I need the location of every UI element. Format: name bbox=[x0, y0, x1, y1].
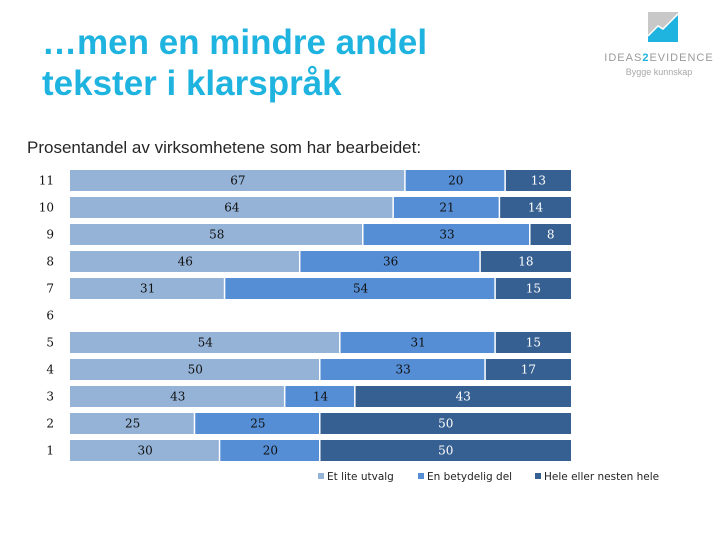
category-label: 6 bbox=[46, 309, 54, 323]
category-label: 5 bbox=[46, 336, 54, 350]
data-label: 15 bbox=[526, 282, 541, 296]
data-label: 67 bbox=[230, 174, 245, 188]
category-label: 4 bbox=[46, 363, 54, 377]
category-label: 2 bbox=[46, 417, 54, 431]
bar-segment-3 bbox=[320, 440, 571, 461]
bar-segment-3 bbox=[480, 251, 571, 272]
bar-segment-2 bbox=[285, 386, 355, 407]
bar-segment-2 bbox=[320, 359, 485, 380]
bar-segment-1 bbox=[70, 170, 405, 191]
bar-segment-2 bbox=[405, 170, 505, 191]
data-label: 64 bbox=[224, 201, 240, 215]
data-label: 13 bbox=[531, 174, 546, 188]
data-label: 20 bbox=[448, 174, 463, 188]
legend-item-3: Hele eller nesten hele bbox=[535, 471, 659, 483]
bar-segment-3 bbox=[485, 359, 571, 380]
data-label: 33 bbox=[396, 363, 411, 377]
data-label: 25 bbox=[125, 417, 140, 431]
data-label: 20 bbox=[263, 444, 278, 458]
bar-segment-3 bbox=[495, 278, 571, 299]
data-label: 50 bbox=[188, 363, 203, 377]
bar-segment-1 bbox=[70, 224, 363, 245]
bar-segment-3 bbox=[495, 332, 571, 353]
logo-name: IDEAS2EVIDENCE bbox=[604, 52, 714, 64]
page-title: …men en mindre andel tekster i klarspråk bbox=[42, 22, 427, 104]
category-label: 11 bbox=[39, 174, 54, 188]
rising-chart-square-icon bbox=[648, 12, 678, 42]
data-label: 30 bbox=[138, 444, 153, 458]
bar-segment-2 bbox=[363, 224, 530, 245]
data-label: 43 bbox=[170, 390, 185, 404]
bar-segment-2 bbox=[195, 413, 319, 434]
data-label: 31 bbox=[411, 336, 426, 350]
data-label: 14 bbox=[528, 201, 544, 215]
legend-label: Hele eller nesten hele bbox=[544, 471, 659, 483]
data-label: 17 bbox=[521, 363, 536, 377]
chart-subtitle: Prosentandel av virksomhetene som har be… bbox=[27, 138, 422, 157]
legend-label: Et lite utvalg bbox=[327, 471, 394, 483]
bar-segment-1 bbox=[70, 413, 194, 434]
legend-swatch bbox=[535, 473, 541, 479]
data-label: 50 bbox=[438, 444, 453, 458]
logo-tagline: Bygge kunnskap bbox=[625, 67, 693, 77]
category-label: 1 bbox=[46, 444, 54, 458]
bar-segment-2 bbox=[300, 251, 480, 272]
data-label: 54 bbox=[353, 282, 369, 296]
title-line-2: tekster i klarspråk bbox=[42, 64, 342, 103]
data-label: 21 bbox=[439, 201, 454, 215]
data-label: 36 bbox=[383, 255, 398, 269]
legend-item-2: En betydelig del bbox=[418, 471, 512, 483]
bar-segment-2 bbox=[225, 278, 495, 299]
legend-swatch bbox=[418, 473, 424, 479]
category-label: 3 bbox=[46, 390, 54, 404]
bar-segment-1 bbox=[70, 251, 299, 272]
data-label: 54 bbox=[198, 336, 214, 350]
bar-segment-3 bbox=[320, 413, 571, 434]
category-label: 7 bbox=[46, 282, 54, 296]
bar-segment-1 bbox=[70, 197, 393, 218]
bar-segment-3 bbox=[505, 170, 571, 191]
title-line-1: …men en mindre andel bbox=[42, 23, 428, 62]
ideas2evidence-logo: IDEAS2EVIDENCE Bygge kunnskap bbox=[602, 8, 716, 80]
category-label: 8 bbox=[46, 255, 54, 269]
data-label: 14 bbox=[313, 390, 329, 404]
data-label: 58 bbox=[209, 228, 224, 242]
category-label: 9 bbox=[46, 228, 54, 242]
bar-segment-1 bbox=[70, 278, 224, 299]
bar-segment-3 bbox=[355, 386, 571, 407]
data-label: 46 bbox=[178, 255, 193, 269]
legend-swatch bbox=[318, 473, 324, 479]
legend-item-1: Et lite utvalg bbox=[318, 471, 394, 483]
data-label: 31 bbox=[140, 282, 155, 296]
data-label: 25 bbox=[250, 417, 265, 431]
legend-label: En betydelig del bbox=[427, 471, 512, 483]
bar-segment-1 bbox=[70, 440, 219, 461]
bar-segment-3 bbox=[500, 197, 571, 218]
data-label: 50 bbox=[438, 417, 453, 431]
bar-segment-1 bbox=[70, 386, 284, 407]
bar-segment-2 bbox=[340, 332, 495, 353]
bar-segment-3 bbox=[530, 224, 571, 245]
bar-segment-2 bbox=[220, 440, 319, 461]
data-label: 8 bbox=[547, 228, 555, 242]
data-label: 43 bbox=[456, 390, 471, 404]
bar-segment-2 bbox=[393, 197, 499, 218]
category-label: 10 bbox=[39, 201, 54, 215]
data-label: 33 bbox=[439, 228, 454, 242]
bar-segment-1 bbox=[70, 332, 340, 353]
bar-segment-1 bbox=[70, 359, 319, 380]
data-label: 15 bbox=[526, 336, 541, 350]
data-label: 18 bbox=[518, 255, 533, 269]
